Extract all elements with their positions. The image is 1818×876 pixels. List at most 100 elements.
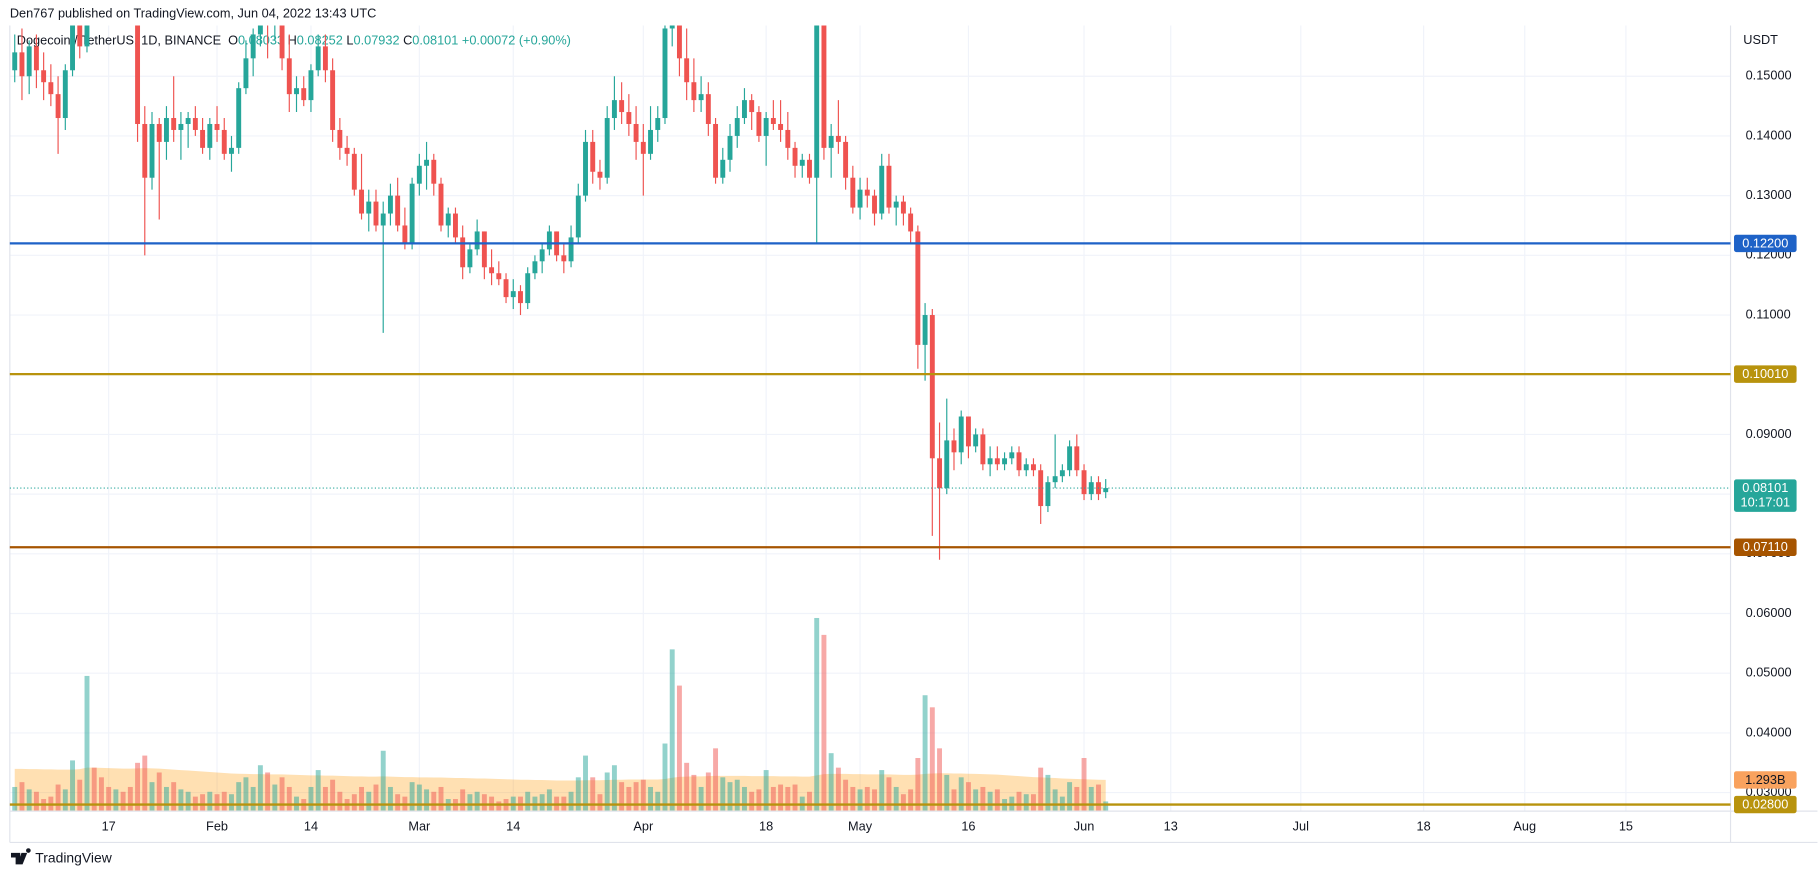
- footer-brand: TradingView: [35, 849, 112, 865]
- candle-body: [322, 46, 328, 71]
- candle-body: [720, 159, 726, 178]
- volume-bar: [467, 794, 473, 812]
- candle-body: [590, 141, 596, 172]
- volume-bar: [142, 755, 148, 812]
- volume-bar: [373, 784, 379, 812]
- candle-body: [409, 183, 415, 244]
- candle-body: [481, 231, 487, 268]
- candle-body: [518, 291, 523, 304]
- candle-body: [676, 25, 682, 59]
- candle-body: [308, 70, 314, 101]
- volume-bar: [965, 782, 971, 812]
- candle-body: [785, 129, 791, 148]
- candle-body: [142, 123, 148, 178]
- candle-body: [684, 58, 690, 83]
- candle-body: [77, 25, 83, 47]
- volume-bar: [1081, 758, 1087, 812]
- axis-unit: USDT: [1743, 32, 1778, 47]
- candle-body: [872, 195, 877, 214]
- volume-bar: [958, 777, 964, 812]
- volume-bar: [308, 786, 314, 812]
- volume-bar: [207, 791, 213, 812]
- volume-bar: [33, 791, 39, 812]
- volume-bar: [893, 786, 899, 812]
- volume-bar: [337, 791, 343, 812]
- candle-body: [156, 123, 162, 142]
- candle-body: [1038, 470, 1044, 507]
- volume-ma-label: 1.293B: [1745, 772, 1785, 787]
- volume-bar: [286, 786, 292, 812]
- legend-value: 0.08101: [412, 33, 458, 48]
- volume-bar: [770, 786, 776, 812]
- volume-bar: [626, 786, 632, 812]
- candle-body: [221, 129, 227, 154]
- symbol-legend: Dogecoin / TetherUS, 1D, BINANCE O0.0803…: [17, 33, 571, 48]
- candle-body: [387, 195, 393, 214]
- candle-body: [48, 82, 54, 95]
- candle-body: [510, 291, 516, 298]
- volume-bar: [460, 789, 466, 812]
- volume-bar: [872, 789, 877, 812]
- volume-bar: [77, 779, 83, 812]
- y-tick-label: 0.13000: [1746, 187, 1792, 202]
- candle-body: [546, 231, 552, 250]
- candle-body: [763, 118, 769, 136]
- candle-body: [951, 440, 957, 453]
- volume-bar: [171, 782, 177, 812]
- volume-bar: [164, 786, 169, 812]
- volume-bar: [1038, 767, 1044, 812]
- legend-key: H: [288, 33, 297, 48]
- volume-bar: [828, 753, 834, 812]
- volume-bar: [633, 782, 639, 812]
- volume-bar: [178, 789, 184, 812]
- volume-bar: [84, 675, 90, 812]
- volume-bar: [539, 794, 545, 812]
- x-tick-label: 17: [102, 819, 116, 834]
- y-tick-label: 0.14000: [1746, 127, 1792, 142]
- x-tick-label: Apr: [633, 819, 654, 834]
- legend-value: 0.07932: [354, 33, 400, 48]
- candle-body: [416, 165, 422, 184]
- volume-bar: [1045, 774, 1051, 812]
- candle-body: [611, 100, 617, 119]
- candle-body: [994, 458, 1000, 465]
- last-price-label: 0.08101: [1742, 480, 1788, 495]
- candle-body: [734, 118, 740, 136]
- volume-bar: [366, 791, 372, 812]
- candle-body: [900, 201, 906, 214]
- candle-body: [944, 440, 950, 489]
- volume-bar: [785, 786, 791, 812]
- candle-body: [828, 135, 834, 148]
- candle-body: [62, 70, 68, 119]
- volume-bar: [113, 789, 119, 812]
- x-tick-label: 15: [1619, 819, 1633, 834]
- volume-bar: [915, 758, 921, 812]
- volume-bar: [19, 782, 25, 812]
- legend-value: 0.08033: [238, 33, 284, 48]
- candle-body: [250, 34, 256, 59]
- candle-body: [604, 118, 610, 178]
- volume-bar: [713, 748, 719, 812]
- y-tick-label: 0.09000: [1746, 426, 1792, 441]
- candle-body: [937, 458, 942, 489]
- legend-key: O: [228, 33, 238, 48]
- level-label: 0.10010: [1742, 366, 1788, 381]
- candle-body: [294, 88, 299, 95]
- y-tick-label: 0.04000: [1746, 724, 1792, 739]
- volume-bar: [850, 786, 856, 812]
- candle-body: [41, 70, 47, 83]
- candle-body: [958, 416, 964, 453]
- candle-body: [929, 315, 935, 459]
- candle-body: [164, 118, 169, 142]
- x-tick-label: Jun: [1074, 819, 1095, 834]
- candle-body: [1103, 488, 1109, 493]
- y-tick-label: 0.15000: [1746, 68, 1792, 83]
- volume-ma-badge: [1734, 771, 1797, 789]
- volume-bar: [720, 777, 726, 812]
- level-label-bg: [1734, 795, 1797, 814]
- volume-bar: [387, 786, 393, 812]
- publisher-header: Den767 published on TradingView.com, Jun…: [10, 5, 376, 20]
- y-tick-label: 0.06000: [1746, 605, 1792, 620]
- volume-bar: [395, 794, 401, 812]
- volume-bar: [351, 794, 357, 812]
